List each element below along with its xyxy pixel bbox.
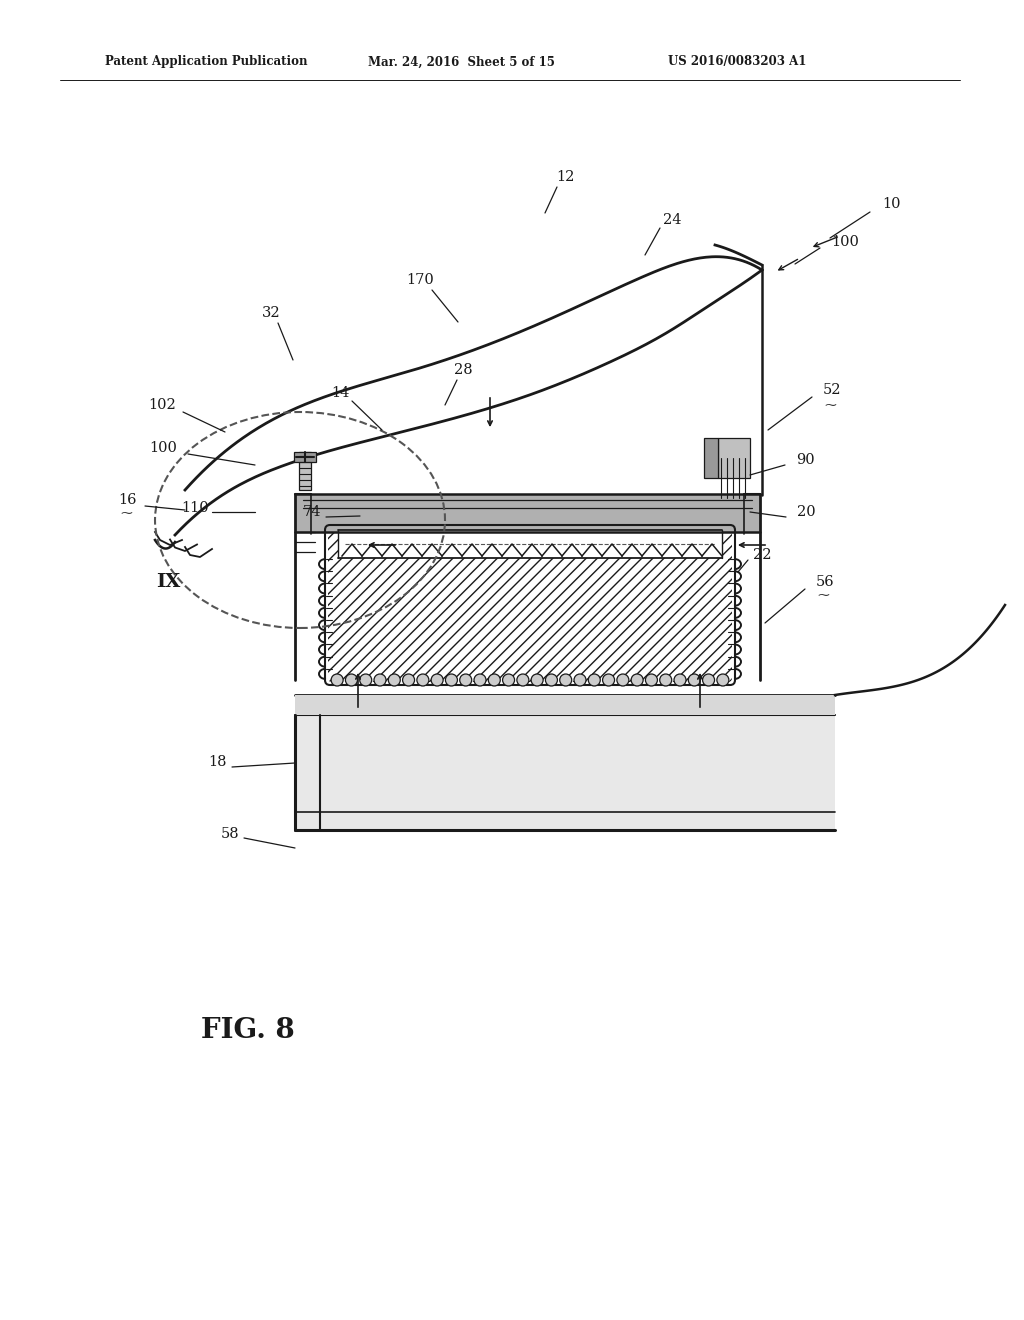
Bar <box>294 451 316 462</box>
Text: 100: 100 <box>150 441 177 455</box>
Circle shape <box>431 675 443 686</box>
Circle shape <box>717 675 729 686</box>
Text: 100: 100 <box>831 235 859 249</box>
Text: 22: 22 <box>753 548 771 562</box>
Text: 52: 52 <box>822 383 842 397</box>
Bar <box>295 494 760 532</box>
Bar <box>295 715 835 830</box>
Text: US 2016/0083203 A1: US 2016/0083203 A1 <box>668 55 806 69</box>
Circle shape <box>674 675 686 686</box>
Text: 18: 18 <box>209 755 227 770</box>
Text: 10: 10 <box>883 197 901 211</box>
Text: Patent Application Publication: Patent Application Publication <box>105 55 307 69</box>
Text: 102: 102 <box>148 399 176 412</box>
Circle shape <box>503 675 515 686</box>
Text: ~: ~ <box>823 396 837 413</box>
Text: 74: 74 <box>303 506 322 519</box>
Circle shape <box>659 675 672 686</box>
Text: 14: 14 <box>331 385 349 400</box>
Text: 56: 56 <box>816 576 835 589</box>
Circle shape <box>560 675 571 686</box>
Bar <box>718 438 750 478</box>
Circle shape <box>474 675 486 686</box>
Text: 12: 12 <box>556 170 574 183</box>
Circle shape <box>602 675 614 686</box>
Text: ~: ~ <box>816 586 830 603</box>
Text: 110: 110 <box>181 502 209 515</box>
Circle shape <box>374 675 386 686</box>
Text: ~: ~ <box>119 504 133 521</box>
Circle shape <box>702 675 715 686</box>
Circle shape <box>331 675 343 686</box>
Circle shape <box>345 675 357 686</box>
Bar <box>295 696 835 715</box>
Text: 16: 16 <box>119 492 137 507</box>
Circle shape <box>645 675 657 686</box>
Text: 90: 90 <box>796 453 814 467</box>
Circle shape <box>688 675 700 686</box>
Text: 20: 20 <box>797 506 815 519</box>
Text: FIG. 8: FIG. 8 <box>201 1016 295 1044</box>
Circle shape <box>531 675 543 686</box>
Bar <box>338 531 722 558</box>
Text: 58: 58 <box>221 828 240 841</box>
Circle shape <box>445 675 458 686</box>
Circle shape <box>588 675 600 686</box>
FancyBboxPatch shape <box>325 525 735 685</box>
Text: IX: IX <box>156 573 180 591</box>
Text: 170: 170 <box>407 273 434 286</box>
Circle shape <box>517 675 528 686</box>
Circle shape <box>460 675 472 686</box>
Circle shape <box>488 675 501 686</box>
Circle shape <box>417 675 429 686</box>
Bar <box>705 438 718 478</box>
Text: Mar. 24, 2016  Sheet 5 of 15: Mar. 24, 2016 Sheet 5 of 15 <box>368 55 555 69</box>
Text: 28: 28 <box>454 363 472 378</box>
Circle shape <box>546 675 557 686</box>
Circle shape <box>574 675 586 686</box>
Circle shape <box>631 675 643 686</box>
Text: 24: 24 <box>663 213 681 227</box>
Bar <box>299 451 311 490</box>
Circle shape <box>359 675 372 686</box>
Circle shape <box>388 675 400 686</box>
Circle shape <box>616 675 629 686</box>
Circle shape <box>402 675 415 686</box>
Text: 32: 32 <box>262 306 281 319</box>
